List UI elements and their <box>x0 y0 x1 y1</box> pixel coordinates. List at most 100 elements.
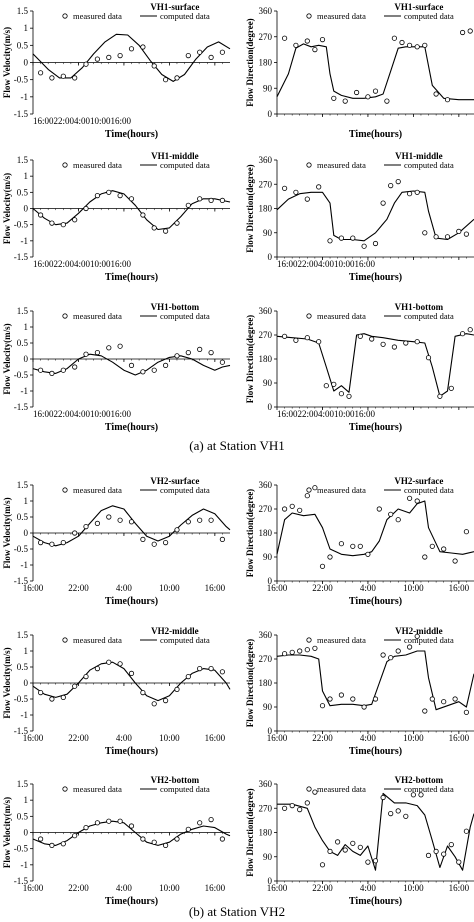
legend-marker-measured <box>62 162 68 168</box>
measured-data-point <box>433 848 439 855</box>
measured-data-point <box>289 802 295 809</box>
y-tick-label: 180 <box>259 678 273 688</box>
legend-label-measured: measured data <box>317 311 366 321</box>
y-tick-label: 1.5 <box>17 155 29 165</box>
measured-data-point <box>293 337 299 343</box>
x-axis-title: Time(hours) <box>349 272 402 283</box>
y-tick-label: 0 <box>268 252 273 262</box>
measured-data-point <box>163 77 169 83</box>
measured-data-point <box>395 648 401 654</box>
x-tick-label: 4:00 <box>360 583 377 593</box>
x-tick-label: 16:00 <box>267 883 288 893</box>
measured-data-point <box>106 514 112 520</box>
chart-title: VH2-middle <box>395 626 443 636</box>
measured-data-point <box>297 806 303 813</box>
y-tick-label: 360 <box>259 779 273 789</box>
measured-data-point <box>372 240 379 247</box>
station-vh1-caption: (a) at Station VH1 <box>189 438 285 453</box>
legend-label-measured: measured data <box>73 635 122 645</box>
measured-data-point <box>459 29 466 36</box>
measured-data-point <box>323 383 329 389</box>
y-tick-label: -1.5 <box>14 726 29 736</box>
x-tick-label: 16:00 <box>205 583 226 593</box>
measured-data-point <box>94 56 101 62</box>
measured-data-point <box>361 704 367 710</box>
x-tick-label: 10:00 <box>159 883 180 893</box>
y-tick-label: 360 <box>259 155 273 165</box>
chart-title: VH1-bottom <box>395 302 444 312</box>
measured-data-point <box>185 349 191 356</box>
measured-data-point <box>174 75 180 81</box>
measured-data-point <box>338 692 344 698</box>
chart-title: VH1-surface <box>150 2 199 12</box>
measured-data-point <box>304 493 310 499</box>
chart-title: VH1-middle <box>151 151 199 161</box>
measured-data-point <box>316 339 322 345</box>
computed-data-line <box>276 333 474 397</box>
legend: measured data computed data <box>62 160 210 170</box>
measured-data-point <box>163 539 169 546</box>
measured-data-point <box>380 200 386 206</box>
x-tick-label: 10:00 <box>159 583 180 593</box>
measured-data-point <box>293 42 299 48</box>
measured-data-point <box>293 189 299 195</box>
y-tick-label: -1 <box>21 386 29 396</box>
measured-data-point <box>429 543 435 549</box>
measured-data-point <box>83 523 89 530</box>
measured-data-point <box>297 507 303 513</box>
measured-data-point <box>448 385 454 391</box>
measured-data-point <box>219 536 225 543</box>
y-tick-label: -1.5 <box>14 252 29 262</box>
chart-title: VH2-surface <box>150 476 199 486</box>
x-tick-label: 10:00 <box>403 883 424 893</box>
y-tick-label: 0 <box>268 876 273 886</box>
y-tick-label: 90 <box>263 552 273 562</box>
y-tick-label: -0.5 <box>14 75 29 85</box>
measured-data-point <box>83 824 89 831</box>
measured-data-point <box>353 89 360 96</box>
legend: measured data computed data <box>62 11 210 21</box>
legend: measured data computed data <box>62 485 210 495</box>
measured-data-point <box>463 709 469 715</box>
y-tick-label: 0.5 <box>17 40 29 50</box>
x-tick-label: 16:00 <box>23 883 44 893</box>
y-axis-title: Flow Direction(degree) <box>245 18 255 106</box>
measured-data-point <box>117 661 123 667</box>
y-tick-label: -1 <box>21 236 29 246</box>
legend: measured data computed data <box>306 160 454 170</box>
chart-title: VH1-surface <box>394 2 443 12</box>
y-tick-label: -0.5 <box>14 844 29 854</box>
measured-data-point <box>60 222 66 228</box>
measured-data-point <box>37 70 44 76</box>
measured-data-point <box>140 689 146 696</box>
measured-data-point <box>463 529 469 535</box>
measured-data-point <box>388 511 394 517</box>
computed-data-line <box>32 353 231 376</box>
measured-data-point <box>140 44 146 50</box>
y-tick-label: 1 <box>24 23 29 33</box>
measured-data-point <box>163 362 169 368</box>
measured-data-point <box>185 519 191 525</box>
measured-data-point <box>406 495 413 501</box>
x-axis-title: Time(hours) <box>349 129 402 140</box>
measured-data-point <box>357 333 363 339</box>
station-vh2-caption: (b) at Station VH2 <box>188 904 286 919</box>
legend: measured data computed data <box>62 635 210 645</box>
measured-data-point <box>197 49 203 55</box>
measured-data-point <box>312 789 318 795</box>
measured-data-point <box>365 94 371 100</box>
legend-marker-measured <box>62 313 68 319</box>
chart-title: VH1-bottom <box>151 302 200 312</box>
y-tick-label: -0.5 <box>14 694 29 704</box>
legend-label-measured: measured data <box>73 485 122 495</box>
legend-label-computed: computed data <box>160 311 210 321</box>
y-tick-label: 1.5 <box>17 630 29 640</box>
measured-data-point <box>395 179 401 185</box>
y-axis-title: Flow Velocity(m/s) <box>2 647 12 718</box>
measured-data-point <box>281 35 288 41</box>
legend-label-measured: measured data <box>73 311 122 321</box>
legend-label-computed: computed data <box>160 485 210 495</box>
measured-data-point <box>197 196 203 202</box>
